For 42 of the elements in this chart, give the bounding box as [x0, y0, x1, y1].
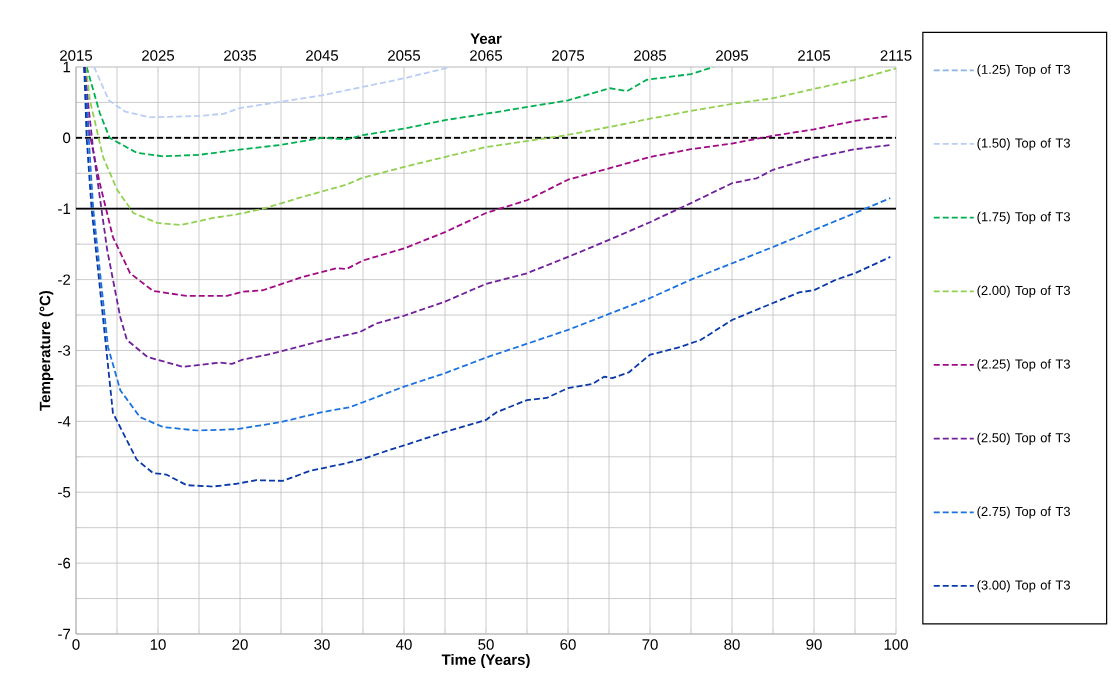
legend-label: (3.00) Top of T3: [977, 580, 1070, 593]
y-tick-label: -4: [58, 416, 71, 427]
legend-label: (2.25) Top of T3: [977, 359, 1070, 372]
legend-label: (1.50) Top of T3: [977, 138, 1070, 151]
legend-label: (2.75) Top of T3: [977, 506, 1070, 519]
y-tick-label: -3: [58, 345, 71, 356]
x2-tick-label: 2045: [306, 50, 339, 61]
x2-tick-label: 2095: [716, 50, 749, 61]
x-tick-label: 60: [560, 639, 576, 650]
x2-tick-label: 2085: [634, 50, 667, 61]
x2-tick-label: 2075: [552, 50, 585, 61]
x-tick-label: 40: [396, 639, 412, 650]
x-tick-label: 10: [150, 639, 166, 650]
x2-tick-label: 2055: [388, 50, 421, 61]
x-tick-label: 90: [806, 639, 822, 650]
x-tick-label: 0: [72, 639, 80, 650]
y-axis-title: Temperature (°C): [39, 290, 54, 411]
x2-axis-title: Year: [470, 33, 502, 44]
y-tick-label: -6: [58, 557, 71, 569]
legend-label: (2.00) Top of T3: [977, 285, 1070, 298]
x-tick-label: 80: [724, 639, 740, 650]
x2-tick-label: 2035: [224, 50, 257, 61]
x-tick-label: 100: [884, 639, 908, 650]
x-tick-label: 20: [232, 639, 248, 650]
x2-tick-label: 2025: [142, 50, 175, 61]
y-tick-label: 0: [63, 132, 71, 144]
x-tick-label: 50: [478, 639, 494, 650]
y-tick-label: -1: [58, 203, 71, 214]
x2-tick-label: 2115: [880, 50, 912, 61]
x-tick-label: 30: [314, 639, 330, 650]
legend-label: (1.75) Top of T3: [977, 211, 1070, 224]
legend-label: (1.25) Top of T3: [977, 64, 1070, 77]
y-tick-label: -7: [58, 628, 71, 640]
x-axis-title: Time (Years): [441, 654, 530, 668]
x2-tick-label: 2065: [470, 50, 503, 61]
y-tick-label: -2: [58, 274, 71, 285]
x-tick-label: 70: [642, 639, 658, 650]
y-tick-label: -5: [58, 487, 71, 498]
y-tick-label: 1: [63, 61, 71, 73]
legend-label: (2.50) Top of T3: [977, 432, 1070, 445]
x2-tick-label: 2105: [798, 50, 831, 61]
x2-tick-label: 2015: [60, 50, 93, 61]
